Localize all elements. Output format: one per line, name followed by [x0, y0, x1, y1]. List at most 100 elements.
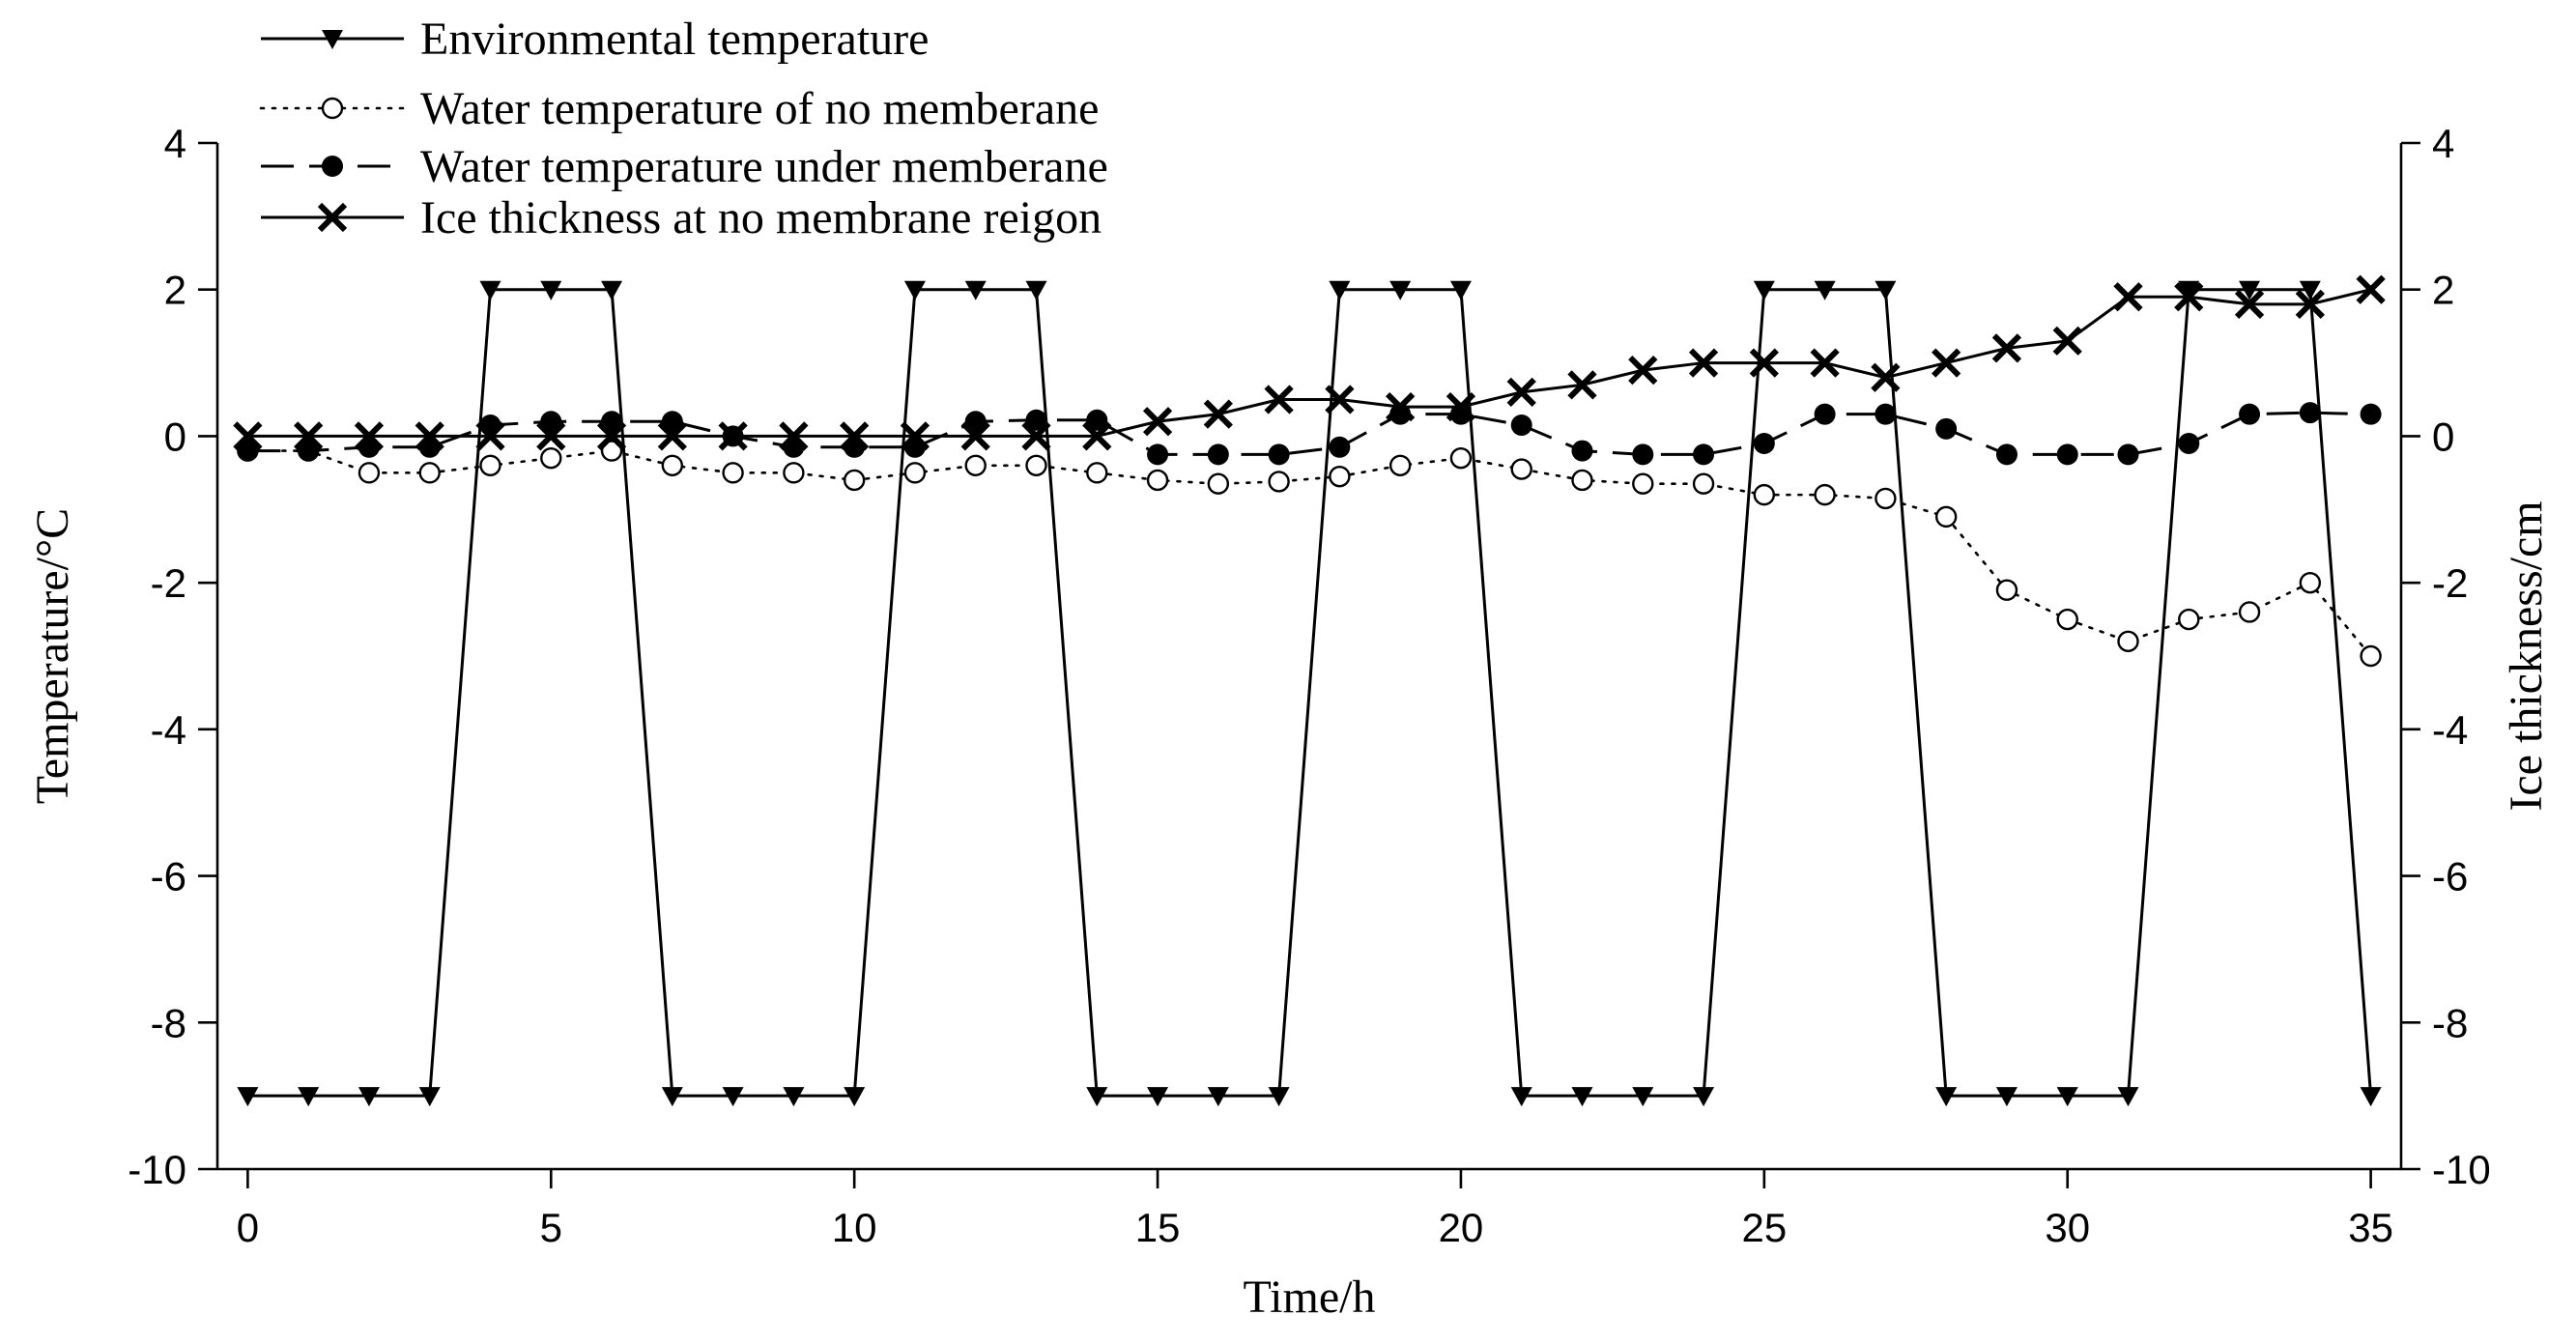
- data-point-filled-circle: [1935, 417, 1958, 440]
- x-marker-stroke: [475, 421, 505, 451]
- legend: Environmental temperature Water temperatu…: [259, 14, 1108, 243]
- x-marker-stroke: [317, 202, 348, 233]
- data-point-x: [233, 421, 263, 451]
- y-axis-title: Temperature/°C: [27, 508, 78, 804]
- data-point-filled-circle: [2117, 443, 2139, 466]
- data-point-x: [1506, 377, 1536, 408]
- data-point-x: [1810, 348, 1840, 378]
- series-layer: [233, 274, 2386, 1107]
- data-point-open-circle: [2117, 630, 2139, 653]
- x-marker-stroke: [2174, 282, 2204, 312]
- data-point-filled-circle: [1025, 409, 1047, 431]
- data-point-triangle: [358, 1087, 380, 1107]
- data-point-open-circle: [321, 97, 344, 120]
- y2-tick-label: -2: [2432, 560, 2468, 606]
- x-marker-stroke: [900, 421, 930, 451]
- data-point-filled-circle: [1632, 443, 1654, 466]
- x-marker-stroke: [840, 421, 870, 451]
- data-point-filled-circle: [2178, 433, 2200, 455]
- x-marker-stroke: [657, 421, 687, 451]
- data-point-x: [1932, 348, 1961, 378]
- data-point-triangle: [1753, 280, 1775, 300]
- data-point-open-circle: [1207, 472, 1230, 495]
- x-tick-label: 25: [1741, 1205, 1787, 1250]
- data-point-x: [1628, 356, 1658, 386]
- y2-tick-label: 4: [2432, 121, 2454, 166]
- data-point-triangle: [1632, 1087, 1654, 1107]
- legend-item-1: Environmental temperature: [261, 14, 929, 65]
- y2-tick-label: -8: [2432, 1000, 2468, 1045]
- data-point-triangle: [1268, 1087, 1290, 1107]
- data-point-open-circle: [2299, 571, 2322, 594]
- data-point-x: [1871, 362, 1901, 392]
- data-point-triangle: [1207, 1087, 1229, 1107]
- y-tick-label: 4: [164, 121, 186, 166]
- data-point-open-circle: [479, 454, 501, 476]
- x-marker-stroke: [1021, 421, 1051, 451]
- y2-tick-label: 0: [2432, 414, 2454, 459]
- x-marker-stroke: [1325, 385, 1355, 414]
- data-point-open-circle: [964, 454, 987, 476]
- series-line: [247, 288, 2371, 438]
- data-point-x: [1264, 385, 1294, 414]
- data-point-triangle: [1693, 1087, 1715, 1107]
- data-point-filled-circle: [1268, 443, 1290, 466]
- data-point-triangle: [1449, 280, 1472, 300]
- y-tick-label: -2: [151, 560, 186, 606]
- x-marker-stroke: [596, 421, 627, 451]
- data-point-triangle: [322, 30, 343, 49]
- y-tick-label: -6: [151, 854, 186, 900]
- data-point-x: [536, 421, 566, 451]
- data-point-open-circle: [2238, 601, 2261, 623]
- data-point-triangle: [1814, 280, 1836, 300]
- y-axis-left: -10 -8 -6 -4 -2 0 2 4: [128, 121, 219, 1192]
- series-line: [247, 411, 2371, 456]
- x-marker-stroke: [1203, 399, 1233, 429]
- data-point-filled-circle: [1086, 409, 1108, 431]
- y-tick-label: 0: [164, 414, 186, 459]
- data-point-filled-circle: [1995, 443, 2018, 466]
- legend-label: Ice thickness at no membrane reigon: [420, 192, 1102, 243]
- x-marker-stroke: [233, 421, 263, 451]
- x-marker-stroke: [2356, 274, 2386, 304]
- x-marker-stroke: [2113, 282, 2143, 312]
- x-marker-stroke: [1445, 391, 1476, 422]
- x-marker-stroke: [1932, 348, 1961, 378]
- data-point-triangle: [298, 1087, 320, 1107]
- data-point-triangle: [1510, 1087, 1532, 1107]
- data-point-triangle: [1875, 280, 1897, 300]
- data-point-open-circle: [722, 462, 744, 484]
- legend-label: Water temperature of no memberane: [420, 83, 1099, 134]
- data-point-triangle: [2117, 1087, 2139, 1107]
- data-point-filled-circle: [2299, 402, 2321, 424]
- data-point-filled-circle: [1814, 403, 1836, 425]
- x-marker-stroke: [354, 421, 385, 451]
- data-point-triangle: [661, 1087, 683, 1107]
- data-point-triangle: [2239, 280, 2261, 300]
- legend-item-3: Water temperature under memberane: [261, 141, 1108, 192]
- x-marker-stroke: [2052, 326, 2082, 356]
- x-tick-label: 10: [832, 1205, 877, 1250]
- x-marker-stroke: [536, 421, 566, 451]
- y-tick-label: -4: [151, 707, 186, 753]
- x-marker-stroke: [1749, 348, 1779, 378]
- data-point-open-circle: [2056, 608, 2078, 631]
- data-point-triangle: [722, 1087, 744, 1107]
- data-point-triangle: [2360, 1087, 2382, 1107]
- data-point-open-circle: [1086, 462, 1108, 484]
- y2-axis-title: Ice thickness/cm: [2501, 500, 2552, 811]
- data-point-x: [1991, 333, 2022, 363]
- data-point-open-circle: [418, 462, 441, 484]
- data-point-filled-circle: [1207, 443, 1229, 466]
- data-point-x: [354, 421, 385, 451]
- data-point-open-circle: [1329, 465, 1351, 488]
- data-point-x: [718, 421, 748, 451]
- data-point-triangle: [844, 1087, 866, 1107]
- data-point-x: [317, 202, 348, 233]
- x-marker-stroke: [415, 421, 444, 451]
- legend-label: Environmental temperature: [420, 14, 929, 65]
- series-line: [247, 288, 2373, 1098]
- data-point-triangle: [1935, 1087, 1958, 1107]
- data-point-open-circle: [1268, 471, 1290, 493]
- data-point-x: [1021, 421, 1051, 451]
